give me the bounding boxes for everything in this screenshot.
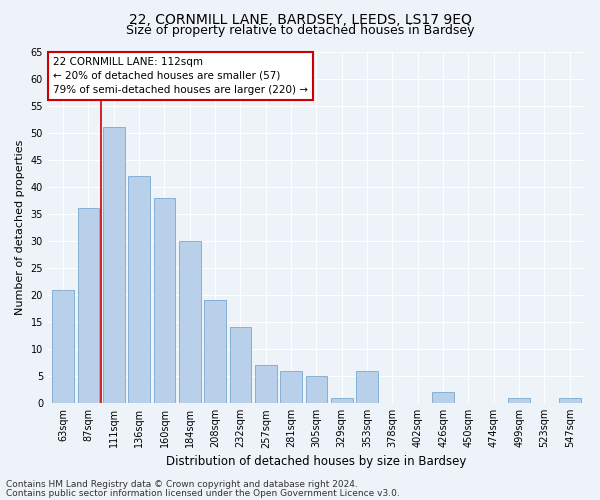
Bar — [103, 127, 125, 403]
Bar — [356, 370, 378, 403]
Bar — [205, 300, 226, 403]
Text: Size of property relative to detached houses in Bardsey: Size of property relative to detached ho… — [126, 24, 474, 37]
Bar — [255, 366, 277, 403]
Text: 22, CORNMILL LANE, BARDSEY, LEEDS, LS17 9EQ: 22, CORNMILL LANE, BARDSEY, LEEDS, LS17 … — [128, 12, 472, 26]
Bar — [52, 290, 74, 403]
Text: Contains public sector information licensed under the Open Government Licence v3: Contains public sector information licen… — [6, 488, 400, 498]
Text: 22 CORNMILL LANE: 112sqm
← 20% of detached houses are smaller (57)
79% of semi-d: 22 CORNMILL LANE: 112sqm ← 20% of detach… — [53, 57, 308, 95]
X-axis label: Distribution of detached houses by size in Bardsey: Distribution of detached houses by size … — [166, 454, 467, 468]
Bar — [179, 241, 200, 403]
Bar — [559, 398, 581, 403]
Bar — [154, 198, 175, 403]
Text: Contains HM Land Registry data © Crown copyright and database right 2024.: Contains HM Land Registry data © Crown c… — [6, 480, 358, 489]
Bar — [280, 370, 302, 403]
Y-axis label: Number of detached properties: Number of detached properties — [15, 140, 25, 315]
Bar — [77, 208, 99, 403]
Bar — [433, 392, 454, 403]
Bar — [331, 398, 353, 403]
Bar — [230, 328, 251, 403]
Bar — [508, 398, 530, 403]
Bar — [128, 176, 150, 403]
Bar — [305, 376, 327, 403]
